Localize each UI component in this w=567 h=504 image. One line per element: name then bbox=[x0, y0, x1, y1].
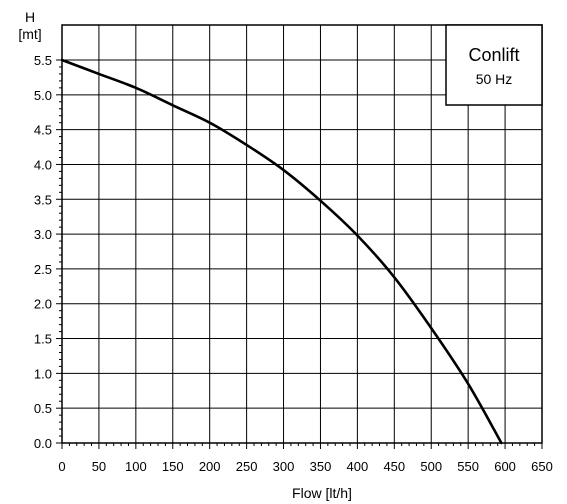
x-tick-label: 650 bbox=[531, 459, 553, 474]
y-tick-label: 5.0 bbox=[34, 88, 52, 103]
x-tick-label: 50 bbox=[92, 459, 106, 474]
y-axis-unit: [mt] bbox=[18, 26, 41, 42]
y-tick-label: 5.5 bbox=[34, 53, 52, 68]
x-tick-label: 350 bbox=[310, 459, 332, 474]
y-tick-labels: 0.0 0.5 1.0 1.5 2.0 2.5 3.0 3.5 4.0 4.5 5.0 5.5 bbox=[34, 53, 52, 451]
y-tick-label: 2.5 bbox=[34, 262, 52, 277]
x-tick-label: 450 bbox=[383, 459, 405, 474]
legend-box: Conlift 50 Hz bbox=[445, 24, 543, 106]
x-axis-title: Flow [lt/h] bbox=[292, 485, 352, 501]
x-tick-label: 500 bbox=[420, 459, 442, 474]
x-tick-labels: 0 50 100 150 200 250 300 350 400 450 500 550 600 650 bbox=[58, 459, 552, 474]
y-tick-label: 0.0 bbox=[34, 436, 52, 451]
legend-frame bbox=[445, 24, 543, 106]
x-tick-label: 400 bbox=[347, 459, 369, 474]
y-tick-label: 0.5 bbox=[34, 401, 52, 416]
x-tick-label: 100 bbox=[125, 459, 147, 474]
x-tick-label: 300 bbox=[273, 459, 295, 474]
y-tick-label: 2.0 bbox=[34, 297, 52, 312]
x-tick-label: 0 bbox=[58, 459, 65, 474]
minor-ticks bbox=[56, 59, 543, 449]
x-tick-label: 250 bbox=[236, 459, 258, 474]
y-tick-label: 4.0 bbox=[34, 157, 52, 172]
plot-frame bbox=[61, 24, 543, 444]
y-tick-label: 4.5 bbox=[34, 123, 52, 138]
y-axis-title: H bbox=[25, 9, 35, 25]
series-group bbox=[60, 58, 503, 445]
y-tick-label: 3.0 bbox=[34, 227, 52, 242]
x-tick-label: 600 bbox=[494, 459, 516, 474]
performance-curve bbox=[60, 58, 503, 445]
y-tick-label: 1.5 bbox=[34, 332, 52, 347]
x-tick-label: 200 bbox=[199, 459, 221, 474]
y-tick-label: 1.0 bbox=[34, 366, 52, 381]
legend-subtitle: 50 Hz bbox=[476, 71, 513, 87]
y-tick-label: 3.5 bbox=[34, 192, 52, 207]
x-tick-label: 550 bbox=[457, 459, 479, 474]
x-tick-label: 150 bbox=[162, 459, 184, 474]
legend-title: Conlift bbox=[468, 45, 519, 65]
